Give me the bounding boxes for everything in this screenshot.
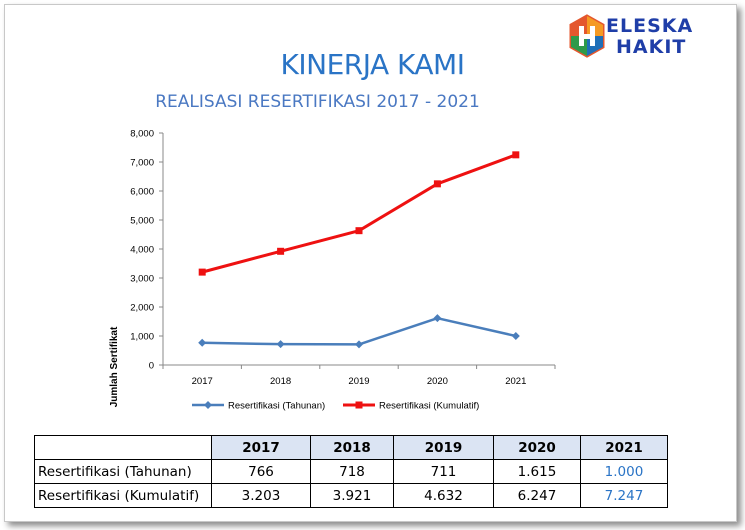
y-tick-label: 1,000 [130,332,154,343]
page-title: KINERJA KAMI [280,48,465,81]
x-tick-label: 2020 [427,376,448,387]
y-tick-label: 2,000 [130,303,154,314]
data-point-marker [355,340,363,349]
table-header-cell [34,435,212,460]
table-cell: 718 [310,459,394,484]
table-header-cell: 2017 [211,435,311,460]
x-tick-label: 2018 [270,376,291,387]
table-row: Resertifikasi (Tahunan) 766 718 711 1.61… [34,459,668,484]
series-kumulatif [198,151,520,276]
table-row: Resertifikasi (Kumulatif) 3.203 3.921 4.… [34,483,668,508]
y-tick-label: 3,000 [130,274,154,285]
data-point-marker [433,180,441,188]
line-chart: 0 1,000 2,000 3,000 4,000 5,000 6,000 7,000 8,00… [109,129,556,412]
table-cell: 766 [211,459,311,484]
table-header-cell: 2018 [310,435,394,460]
table-cell-highlight: 7.247 [580,483,668,508]
series-tahunan [198,314,520,349]
data-point-marker [198,338,207,347]
logo-text: ELESKA HAKIT [606,16,693,58]
table-cell: 6.247 [493,483,581,508]
logo-line-2: HAKIT [616,36,687,58]
series-line [201,153,517,274]
eleska-hakit-logo: ELESKA HAKIT [568,14,718,60]
table-cell: 4.632 [393,483,494,508]
table-header-cell: 2019 [393,435,494,460]
table-header-cell: 2021 [580,435,668,460]
x-axis: 2017 2018 2019 2020 2021 [162,364,556,387]
table-header-cell: 2020 [493,435,581,460]
table-row-label: Resertifikasi (Kumulatif) [34,483,212,508]
data-point-marker [355,401,363,409]
table-cell: 3.921 [310,483,394,508]
data-point-marker [204,401,212,409]
x-tick-label: 2021 [505,376,526,387]
table-cell: 3.203 [211,483,311,508]
legend-item: Resertifikasi (Tahunan) [192,401,325,412]
legend-label: Resertifikasi (Kumulatif) [379,401,479,412]
y-tick-label: 6,000 [130,187,154,198]
table-cell-highlight: 1.000 [580,459,668,484]
chart-series [198,151,520,349]
y-tick-label: 7,000 [130,158,154,169]
data-point-marker [512,151,520,159]
data-point-marker [355,227,363,235]
table-header-row: 2017 2018 2019 2020 2021 [34,435,668,460]
y-axis: 0 1,000 2,000 3,000 4,000 5,000 6,000 7,000 8,00… [130,129,164,372]
logo-line-1: ELESKA [606,15,694,37]
y-tick-label: 8,000 [130,129,154,140]
data-point-marker [511,332,520,340]
table-row-label: Resertifikasi (Tahunan) [34,459,212,484]
data-point-marker [433,314,442,323]
data-table: 2017 2018 2019 2020 2021 Resertifikasi (… [34,435,668,508]
data-point-marker [276,340,285,349]
table-cell: 711 [393,459,494,484]
y-axis-label: Jumlah Sertifikat [109,326,120,407]
data-point-marker [198,268,206,276]
legend-label: Resertifikasi (Tahunan) [228,401,325,412]
x-tick-label: 2017 [192,376,213,387]
legend-item: Resertifikasi (Kumulatif) [343,401,479,412]
data-point-marker [277,247,285,255]
y-tick-label: 5,000 [130,216,154,227]
y-tick-label: 4,000 [130,245,154,256]
table-cell: 1.615 [493,459,581,484]
y-tick-label: 0 [149,361,154,372]
chart-legend: Resertifikasi (Tahunan) Resertifikasi (Ku… [192,401,479,412]
hexagon-logo-icon [569,14,605,58]
page-subtitle: REALISASI RESERTIFIKASI 2017 - 2021 [155,92,480,112]
x-tick-label: 2019 [348,376,369,387]
